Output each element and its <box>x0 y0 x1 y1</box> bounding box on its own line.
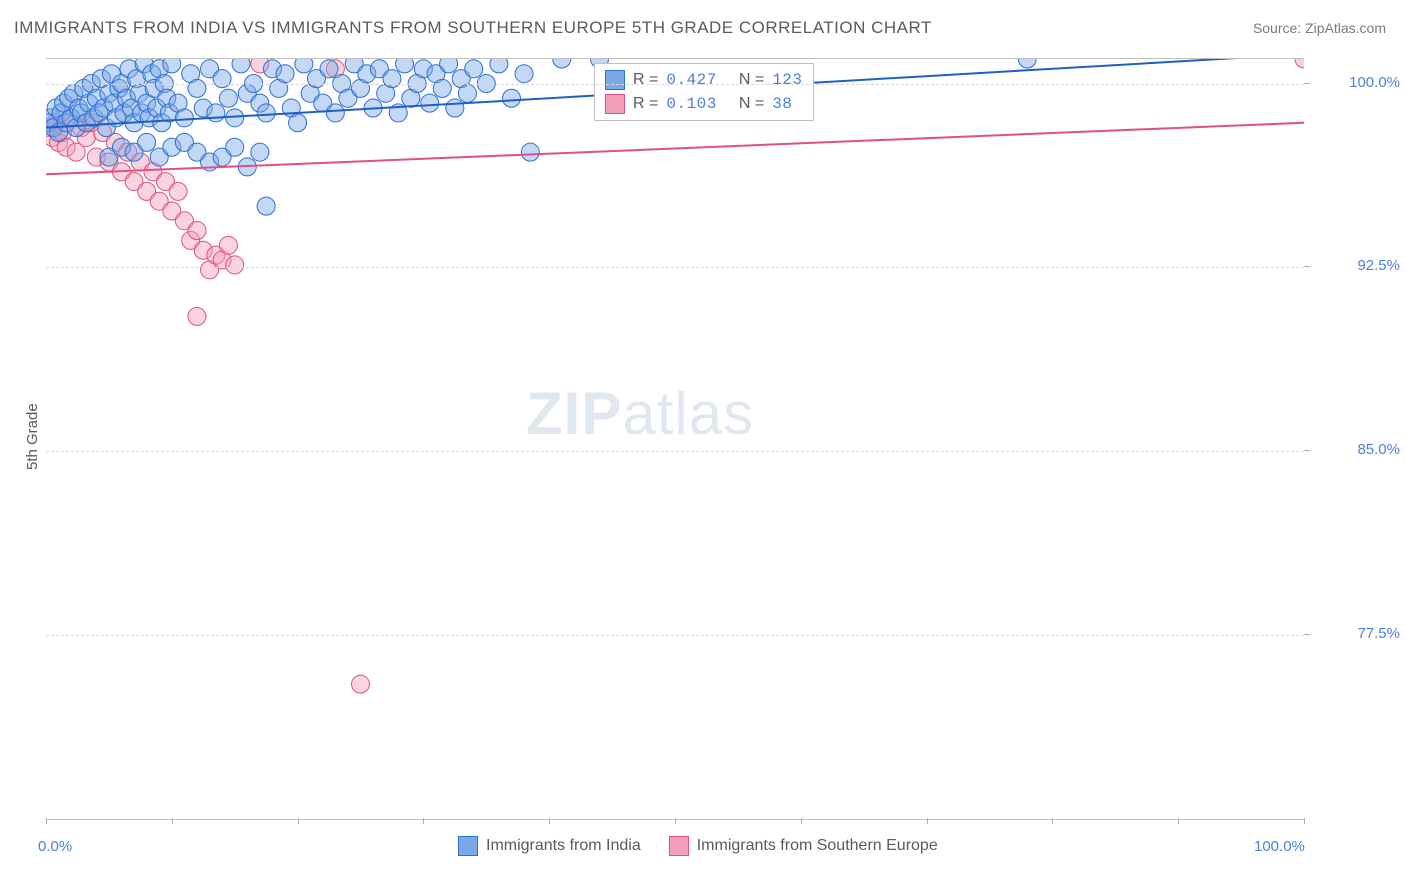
xtick-mark <box>1304 818 1305 824</box>
scatter-point <box>326 104 344 122</box>
legend-label-seurope: Immigrants from Southern Europe <box>697 837 938 855</box>
ytick-mark <box>1304 83 1310 84</box>
scatter-point <box>465 60 483 78</box>
scatter-point <box>232 59 250 73</box>
scatter-point <box>521 143 539 161</box>
xtick-mark <box>927 818 928 824</box>
scatter-point <box>188 307 206 325</box>
stats-row-india: R = 0.427 N = 123 <box>605 68 803 92</box>
gridline-h <box>46 267 1304 268</box>
scatter-point <box>289 114 307 132</box>
scatter-point <box>257 197 275 215</box>
gridline-h <box>46 84 1304 85</box>
scatter-point <box>219 89 237 107</box>
n-value-1: 38 <box>772 92 792 116</box>
scatter-point <box>188 222 206 240</box>
r-value-0: 0.427 <box>666 68 717 92</box>
legend-label-india: Immigrants from India <box>486 837 641 855</box>
scatter-point <box>226 138 244 156</box>
scatter-point <box>219 236 237 254</box>
source-value: ZipAtlas.com <box>1305 20 1386 36</box>
r-value-1: 0.103 <box>666 92 717 116</box>
scatter-point <box>396 59 414 73</box>
xtick-mark <box>549 818 550 824</box>
ytick-label: 92.5% <box>1310 257 1400 274</box>
scatter-point <box>226 256 244 274</box>
legend-swatch-india <box>458 836 478 856</box>
scatter-point <box>257 104 275 122</box>
xtick-mark <box>801 818 802 824</box>
swatch-india <box>605 70 625 90</box>
gridline-h <box>46 635 1304 636</box>
xtick-mark <box>423 818 424 824</box>
scatter-point <box>163 59 181 73</box>
scatter-point <box>207 104 225 122</box>
y-axis-title: 5th Grade <box>24 403 41 470</box>
correlation-stats-box: R = 0.427 N = 123 R = 0.103 N = 38 <box>594 63 814 121</box>
chart-title: IMMIGRANTS FROM INDIA VS IMMIGRANTS FROM… <box>14 18 932 38</box>
scatter-point <box>1018 59 1036 68</box>
scatter-point <box>213 70 231 88</box>
scatter-point <box>440 59 458 73</box>
scatter-point <box>138 133 156 151</box>
ytick-mark <box>1304 634 1310 635</box>
xtick-mark <box>1178 818 1179 824</box>
stats-row-seurope: R = 0.103 N = 38 <box>605 92 803 116</box>
scatter-point <box>1295 59 1304 68</box>
xtick-label: 100.0% <box>1254 838 1305 855</box>
scatter-point <box>421 94 439 112</box>
legend-bottom: Immigrants from India Immigrants from So… <box>458 836 938 856</box>
scatter-point <box>352 675 370 693</box>
scatter-svg <box>46 59 1304 819</box>
scatter-point <box>175 109 193 127</box>
scatter-point <box>383 70 401 88</box>
scatter-point <box>251 143 269 161</box>
scatter-point <box>433 79 451 97</box>
r-label-0: R = <box>633 68 658 92</box>
scatter-point <box>446 99 464 117</box>
scatter-point <box>320 60 338 78</box>
scatter-point <box>295 59 313 73</box>
source-label: Source: <box>1253 20 1301 36</box>
plot-area: ZIPatlas R = 0.427 N = 123 R = 0.103 N =… <box>46 58 1304 820</box>
xtick-mark <box>298 818 299 824</box>
ytick-label: 100.0% <box>1310 74 1400 91</box>
xtick-mark <box>675 818 676 824</box>
scatter-point <box>515 65 533 83</box>
scatter-point <box>490 59 508 73</box>
scatter-point <box>458 84 476 102</box>
xtick-label: 0.0% <box>38 838 72 855</box>
ytick-label: 85.0% <box>1310 441 1400 458</box>
xtick-mark <box>1052 818 1053 824</box>
scatter-point <box>169 182 187 200</box>
n-label-0: N = <box>739 68 764 92</box>
source-attribution: Source: ZipAtlas.com <box>1253 20 1386 36</box>
r-label-1: R = <box>633 92 658 116</box>
scatter-point <box>553 59 571 68</box>
n-value-0: 123 <box>772 68 802 92</box>
swatch-seurope <box>605 94 625 114</box>
scatter-point <box>188 79 206 97</box>
scatter-point <box>276 65 294 83</box>
ytick-mark <box>1304 266 1310 267</box>
scatter-point <box>502 89 520 107</box>
xtick-mark <box>46 818 47 824</box>
gridline-h <box>46 451 1304 452</box>
legend-item-india: Immigrants from India <box>458 836 641 856</box>
legend-swatch-seurope <box>669 836 689 856</box>
ytick-label: 77.5% <box>1310 625 1400 642</box>
xtick-mark <box>172 818 173 824</box>
legend-item-seurope: Immigrants from Southern Europe <box>669 836 938 856</box>
n-label-1: N = <box>739 92 764 116</box>
ytick-mark <box>1304 450 1310 451</box>
